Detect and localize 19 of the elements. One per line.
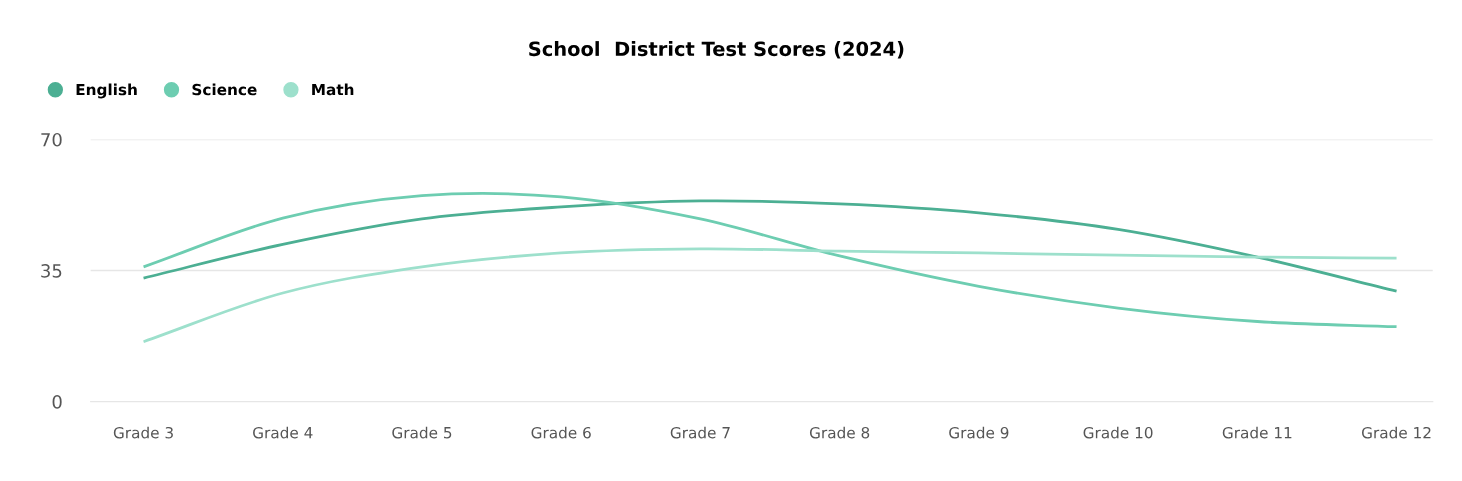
legend-label: English xyxy=(76,83,137,99)
x-tick-label: Grade 11 xyxy=(1222,426,1292,439)
x-tick-label: Grade 9 xyxy=(949,426,1009,439)
line-series xyxy=(142,247,1398,344)
x-tick-label: Grade 8 xyxy=(809,426,870,439)
x-tick-label: Grade 10 xyxy=(1083,426,1153,439)
x-tick-label: Grade 3 xyxy=(113,426,173,439)
line-series xyxy=(142,199,1398,293)
x-tick-label: Grade 7 xyxy=(670,426,730,439)
legend-label: Math xyxy=(312,83,354,96)
chart-title: School District Test Scores (2024) xyxy=(529,41,904,59)
y-tick-label: 0 xyxy=(52,395,62,409)
x-tick-label: Grade 5 xyxy=(392,426,452,439)
x-tick-label: Grade 6 xyxy=(531,426,591,439)
y-tick-label: 35 xyxy=(41,264,62,278)
legend-label: Science xyxy=(192,83,257,96)
y-tick-label: 70 xyxy=(41,132,62,147)
x-tick-label: Grade 12 xyxy=(1361,426,1431,439)
x-tick-label: Grade 4 xyxy=(253,426,313,439)
